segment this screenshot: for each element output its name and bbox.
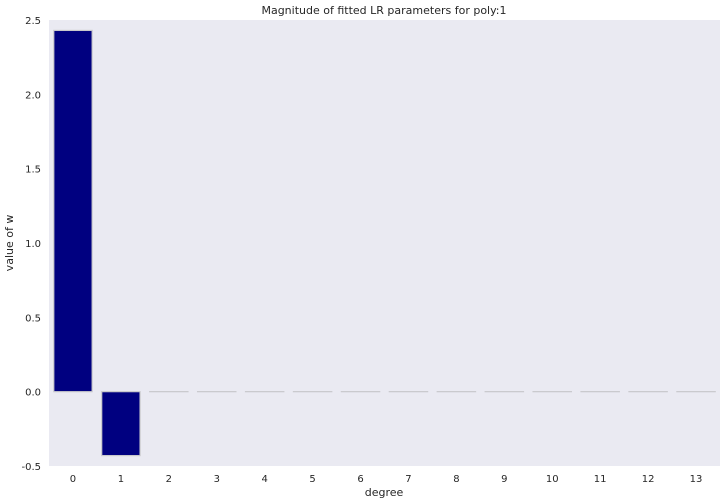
x-tick-label: 6 xyxy=(357,474,363,485)
x-tick-label: 2 xyxy=(166,474,172,485)
x-tick-label: 0 xyxy=(70,474,76,485)
bar-0 xyxy=(53,29,93,393)
bar-1 xyxy=(101,391,141,457)
x-tick-label: 7 xyxy=(405,474,411,485)
y-tick-label: 0.0 xyxy=(25,388,41,399)
x-tick-label: 9 xyxy=(501,474,507,485)
x-tick-label: 8 xyxy=(453,474,459,485)
y-tick-label: 1.5 xyxy=(25,165,41,176)
x-tick-label: 5 xyxy=(309,474,315,485)
x-axis-label: degree xyxy=(365,486,404,499)
x-tick-label: 11 xyxy=(594,474,607,485)
x-tick-label: 1 xyxy=(118,474,124,485)
y-tick-label: 1.0 xyxy=(25,239,41,250)
chart-title: Magnitude of fitted LR parameters for po… xyxy=(261,4,506,17)
plot-area xyxy=(49,20,720,466)
x-tick-label: 3 xyxy=(214,474,220,485)
x-tick-label: 4 xyxy=(261,474,267,485)
y-tick-label: -0.5 xyxy=(21,462,41,473)
x-tick-label: 12 xyxy=(642,474,655,485)
x-tick-label: 10 xyxy=(546,474,559,485)
x-tick-label: 13 xyxy=(690,474,703,485)
y-tick-label: 2.5 xyxy=(25,16,41,27)
y-tick-label: 2.0 xyxy=(25,90,41,101)
y-tick-label: 0.5 xyxy=(25,313,41,324)
y-axis-label: value of w xyxy=(3,215,16,272)
